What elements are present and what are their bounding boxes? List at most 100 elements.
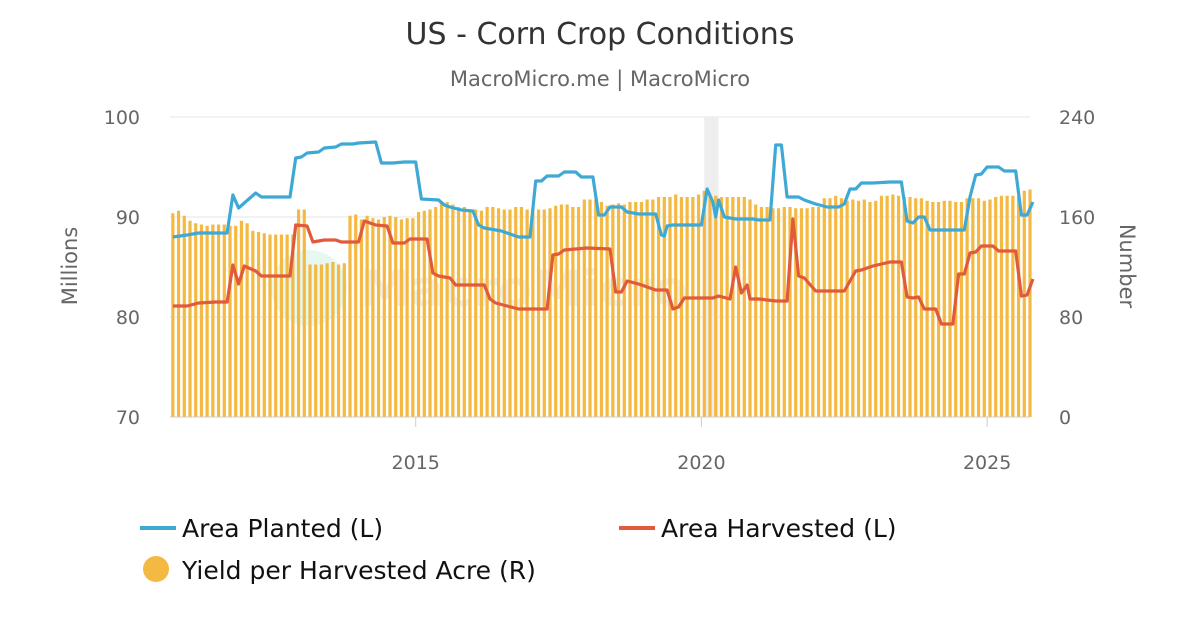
bar[interactable] [496,208,501,417]
line-series-area-harvested[interactable] [172,217,1035,326]
bar[interactable] [651,199,655,418]
bar[interactable] [891,194,895,418]
bar[interactable] [548,208,552,417]
bar[interactable] [862,199,866,418]
bar[interactable] [948,200,952,417]
bar[interactable] [765,207,769,417]
bar[interactable] [485,207,489,417]
bar[interactable] [994,197,998,417]
bar[interactable] [234,225,238,417]
bar[interactable] [1016,195,1021,417]
bar[interactable] [474,209,478,418]
bar[interactable] [279,234,284,418]
bar[interactable] [371,218,375,417]
bar[interactable] [359,219,364,418]
bar[interactable] [194,223,198,417]
bar[interactable] [519,207,524,417]
bar[interactable] [914,198,918,417]
bar[interactable] [405,218,409,417]
legend-item-yield[interactable]: Yield per Harvested Acre (R) [143,556,536,585]
bar[interactable] [622,204,626,418]
bar[interactable] [245,223,249,417]
bar[interactable] [388,215,392,417]
bar[interactable] [736,197,741,417]
bar[interactable] [525,209,529,418]
bar[interactable] [176,210,181,417]
bar[interactable] [965,198,969,417]
bar[interactable] [696,194,701,418]
bar[interactable] [714,195,718,417]
bar[interactable] [354,214,358,418]
bar[interactable] [205,225,209,417]
bar[interactable] [902,197,906,417]
legend-item-area-harvested[interactable]: Area Harvested (L) [619,514,897,543]
bar[interactable] [216,224,221,418]
bar[interactable] [462,207,466,417]
bar[interactable] [491,207,495,417]
bar[interactable] [982,200,986,417]
bar[interactable] [445,202,449,417]
bar[interactable] [554,205,558,417]
bar[interactable] [211,224,215,418]
bar[interactable] [674,194,678,418]
bar[interactable] [365,215,369,417]
legend-item-area-planted[interactable]: Area Planted (L) [140,514,383,543]
bar[interactable] [822,198,826,417]
bar[interactable] [502,209,506,418]
bar[interactable] [702,190,706,417]
bar[interactable] [788,207,792,417]
bar[interactable] [536,209,541,418]
bar[interactable] [508,209,512,418]
bar[interactable] [742,197,746,417]
bar[interactable] [336,264,341,418]
bar[interactable] [971,198,975,417]
bar[interactable] [342,263,346,417]
bar[interactable] [656,197,661,417]
bar[interactable] [799,208,804,417]
bar[interactable] [851,199,855,418]
bar[interactable] [719,197,724,417]
bar[interactable] [868,202,872,417]
bar[interactable] [331,262,335,417]
bar[interactable] [319,264,324,418]
bar[interactable] [885,195,889,417]
bar[interactable] [582,199,586,418]
bar[interactable] [256,232,261,417]
bar[interactable] [999,195,1004,417]
bar[interactable] [1011,195,1015,417]
bar[interactable] [228,225,232,417]
bar[interactable] [645,199,649,418]
bar[interactable] [439,202,444,417]
bar[interactable] [251,230,255,417]
bar[interactable] [782,207,786,417]
bar[interactable] [514,207,518,417]
bar[interactable] [376,219,381,418]
bar[interactable] [434,207,438,417]
bar[interactable] [456,207,461,417]
bar[interactable] [308,264,312,418]
bar[interactable] [605,205,609,417]
bar[interactable] [1005,195,1009,417]
bar[interactable] [874,200,878,417]
bar[interactable] [394,217,398,417]
bar[interactable] [759,207,764,417]
bar[interactable] [188,220,192,417]
bar[interactable] [382,217,386,417]
bar[interactable] [542,209,546,418]
bar[interactable] [856,200,861,417]
bar[interactable] [268,234,272,418]
bar[interactable] [182,215,186,417]
bar[interactable] [959,202,964,417]
bar[interactable] [708,194,712,418]
bar[interactable] [976,198,981,417]
bar[interactable] [199,224,204,418]
bar[interactable] [908,197,912,417]
bar[interactable] [1022,190,1026,417]
bar[interactable] [731,197,735,417]
bar[interactable] [942,200,946,417]
bar[interactable] [725,197,729,417]
bar[interactable] [599,202,604,417]
bar[interactable] [748,199,752,418]
bar[interactable] [399,219,404,418]
bar[interactable] [302,209,306,418]
